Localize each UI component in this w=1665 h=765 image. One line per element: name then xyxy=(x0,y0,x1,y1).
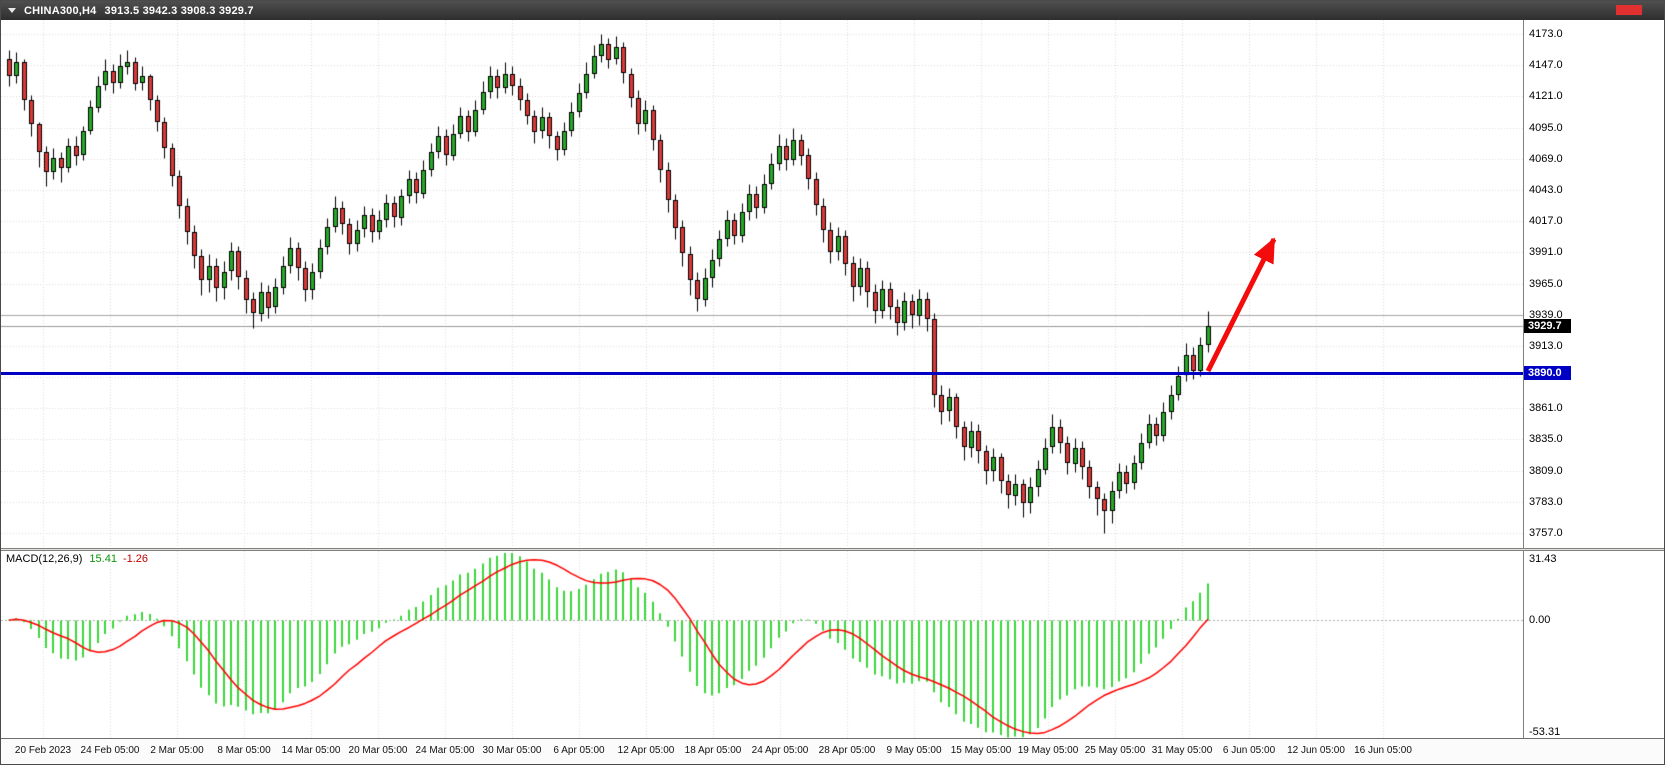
price-axis-label: 3965.0 xyxy=(1529,277,1563,290)
title-bar-red-marker xyxy=(1616,5,1642,15)
time-axis-label: 24 Mar 05:00 xyxy=(415,745,475,756)
time-axis-label: 2 Mar 05:00 xyxy=(150,745,204,756)
support-line[interactable] xyxy=(1,372,1523,376)
time-axis-label: 24 Feb 05:00 xyxy=(80,745,140,756)
time-axis-label: 28 Apr 05:00 xyxy=(818,745,876,756)
macd-signal-value: -1.26 xyxy=(122,553,149,565)
price-axis-label: 4043.0 xyxy=(1529,183,1563,196)
price-axis-label: 4121.0 xyxy=(1529,90,1563,103)
price-axis-label: 3783.0 xyxy=(1529,495,1563,508)
time-axis-label: 15 May 05:00 xyxy=(950,745,1012,756)
price-axis-label: 3861.0 xyxy=(1529,402,1563,415)
time-axis-label: 31 May 05:00 xyxy=(1151,745,1213,756)
time-axis-label: 9 May 05:00 xyxy=(886,745,942,756)
macd-name: MACD(12,26,9) xyxy=(6,553,83,565)
current-price-badge: 3929.7 xyxy=(1524,318,1571,333)
time-axis-label: 19 May 05:00 xyxy=(1017,745,1079,756)
price-axis-label: 4095.0 xyxy=(1529,121,1563,134)
time-axis-label: 24 Apr 05:00 xyxy=(751,745,809,756)
price-axis-label: 3835.0 xyxy=(1529,433,1563,446)
time-axis-label: 20 Mar 05:00 xyxy=(348,745,408,756)
macd-canvas[interactable] xyxy=(1,551,1523,738)
time-axis-label: 16 Jun 05:00 xyxy=(1354,745,1412,756)
title-bar: CHINA300,H4 3913.5 3942.3 3908.3 3929.7 xyxy=(1,1,1664,20)
macd-axis-label: -53.31 xyxy=(1529,726,1561,738)
panel-splitter[interactable] xyxy=(1,548,1664,551)
macd-main-value: 15.41 xyxy=(89,553,117,565)
chart-title: CHINA300,H4 3913.5 3942.3 3908.3 3929.7 xyxy=(24,5,254,17)
macd-indicator-label: MACD(12,26,9) 15.41 -1.26 xyxy=(6,553,148,565)
price-axis-label: 4147.0 xyxy=(1529,59,1563,72)
time-axis-label: 20 Feb 2023 xyxy=(14,745,72,756)
price-axis-label: 3809.0 xyxy=(1529,464,1563,477)
time-axis-label: 18 Apr 05:00 xyxy=(684,745,742,756)
time-axis-label: 30 Mar 05:00 xyxy=(482,745,542,756)
time-axis-label: 8 Mar 05:00 xyxy=(217,745,271,756)
chart-ohlc-values: 3913.5 3942.3 3908.3 3929.7 xyxy=(104,4,254,17)
price-axis-label: 3913.0 xyxy=(1529,339,1563,352)
time-axis-label: 6 Apr 05:00 xyxy=(553,745,605,756)
price-axis-label: 4069.0 xyxy=(1529,152,1563,165)
time-axis-label: 12 Apr 05:00 xyxy=(617,745,675,756)
macd-axis-label: 0.00 xyxy=(1529,614,1551,627)
time-axis-label: 6 Jun 05:00 xyxy=(1222,745,1276,756)
price-axis-label: 4017.0 xyxy=(1529,215,1563,228)
arrow-shaft[interactable] xyxy=(1205,237,1277,373)
time-axis-label: 14 Mar 05:00 xyxy=(281,745,341,756)
time-axis-label: 25 May 05:00 xyxy=(1084,745,1146,756)
price-axis-label: 3939.0 xyxy=(1529,308,1563,321)
time-axis[interactable]: 20 Feb 2023 24 Feb 05:00 2 Mar 05:00 8 Mar … xyxy=(1,738,1664,764)
chart-symbol-period: CHINA300,H4 xyxy=(24,4,97,17)
bullish-arrow[interactable] xyxy=(1,20,1523,548)
price-axis-label: 3991.0 xyxy=(1529,246,1563,259)
price-axis-label: 3757.0 xyxy=(1529,527,1563,539)
price-axis-label: 4173.0 xyxy=(1529,28,1563,40)
price-chart-canvas[interactable] xyxy=(1,20,1523,548)
symbol-dropdown-icon[interactable] xyxy=(8,8,16,13)
time-axis-label: 12 Jun 05:00 xyxy=(1287,745,1345,756)
macd-axis-label: 31.43 xyxy=(1529,553,1557,565)
support-line-badge: 3890.0 xyxy=(1524,366,1571,381)
